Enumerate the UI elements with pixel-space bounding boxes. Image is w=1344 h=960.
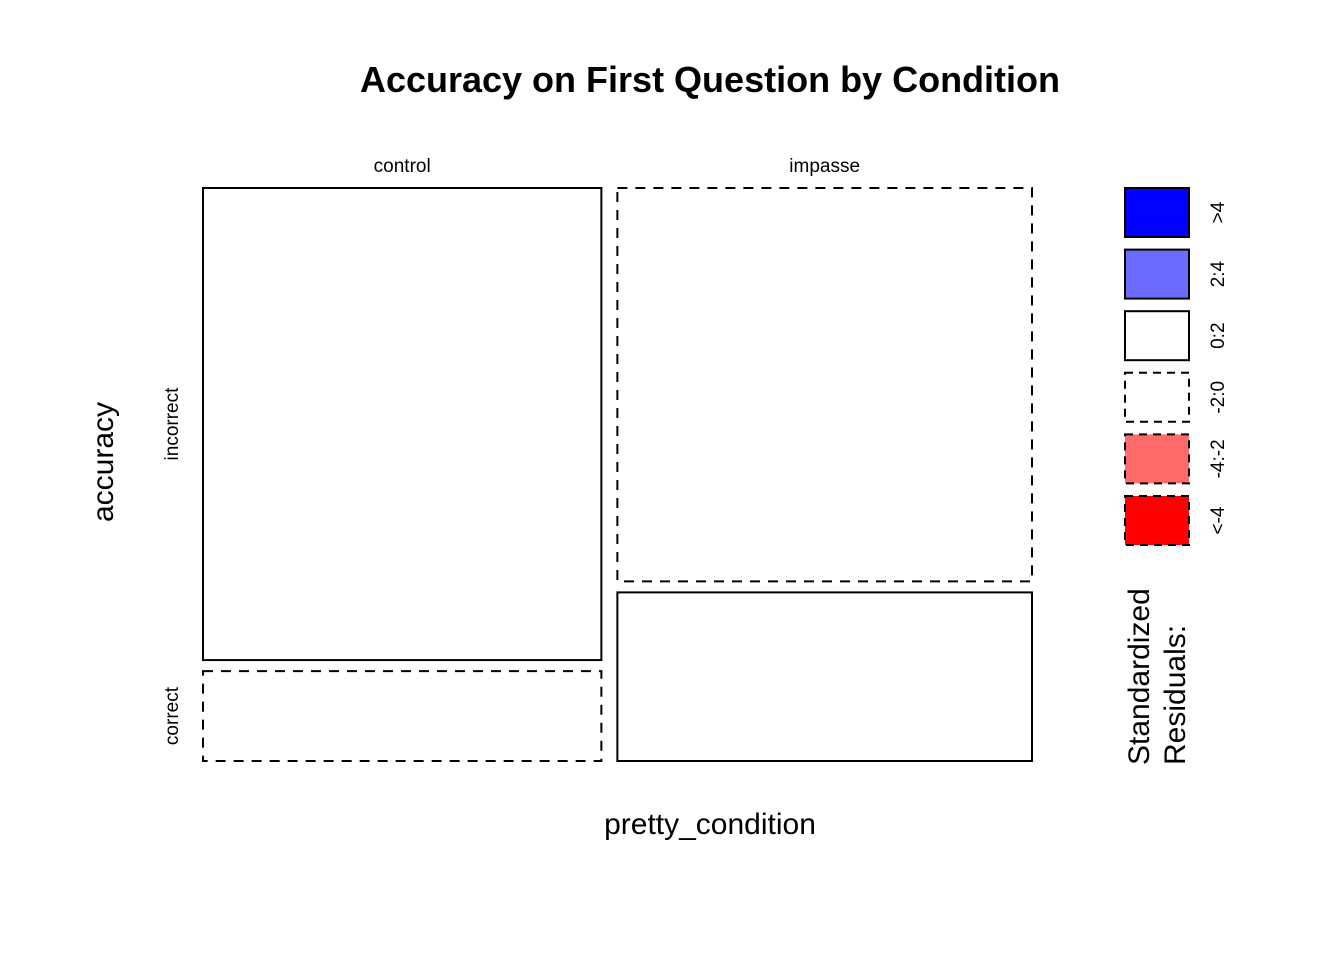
x-axis-label: pretty_condition (604, 808, 816, 841)
column-label: impasse (789, 156, 860, 177)
legend-bin-label: -2:0 (1208, 381, 1229, 414)
legend-swatch (1124, 248, 1190, 300)
mosaic-plot-area: control incorrect correct impasse (162, 156, 1033, 763)
legend-bin-label: -4:-2 (1208, 439, 1229, 478)
legend-title: Residuals: (1159, 625, 1192, 765)
chart-title: Accuracy on First Question by Condition (360, 59, 1060, 100)
legend-swatch (1124, 495, 1190, 546)
legend-swatch (1124, 371, 1190, 423)
mosaic-cell (202, 187, 603, 662)
legend-bin-label: 2:4 (1208, 260, 1229, 287)
mosaic-cell (616, 591, 1033, 763)
mosaic-cell (616, 187, 1033, 583)
legend-bin-label: >4 (1208, 201, 1229, 223)
legend-swatch (1124, 433, 1190, 485)
legend-swatch (1124, 310, 1190, 362)
mosaic-cell (202, 670, 603, 763)
residuals-legend: >4 2:4 0:2 -2:0 -4:-2 <-4 Standardized Residual… (1123, 187, 1229, 765)
row-label: correct (162, 686, 183, 745)
row-label: incorrect (162, 387, 183, 461)
legend-swatch (1124, 187, 1190, 238)
y-axis-label: accuracy (87, 402, 120, 522)
legend-bin-label: <-4 (1208, 506, 1229, 534)
column-label: control (374, 156, 431, 177)
legend-bin-label: 0:2 (1208, 322, 1229, 348)
legend-title: Standardized (1123, 588, 1156, 765)
